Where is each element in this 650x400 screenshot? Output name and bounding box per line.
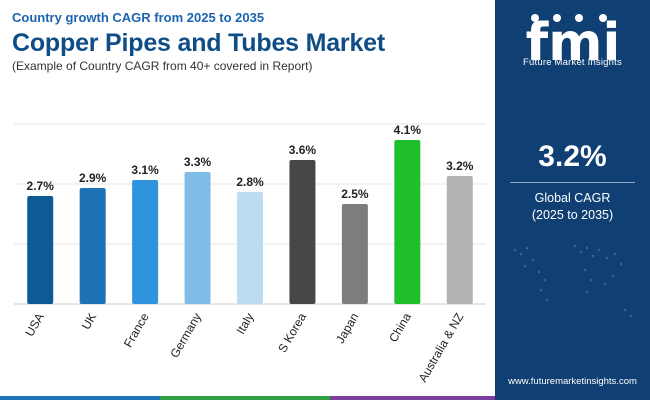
bar-japan: [341, 204, 368, 304]
data-label-s-korea: 3.6%: [289, 143, 317, 157]
fmi-logo: fmi: [526, 13, 621, 73]
data-label-japan: 2.5%: [341, 187, 369, 201]
data-label-uk: 2.9%: [79, 171, 107, 185]
svg-text:fmi: fmi: [526, 13, 621, 73]
brand-text: Future Market Insights: [523, 57, 622, 68]
data-label-germany: 3.3%: [184, 155, 212, 169]
chart-header: Country growth CAGR from 2025 to 2035 Co…: [12, 10, 385, 74]
bar-usa: [27, 196, 54, 304]
bar-france: [132, 180, 159, 304]
bar-chart-svg: 2.7% USA 2.9% UK 3.1% France 3.3% Germany 2.8% It…: [14, 123, 486, 385]
x-tick-label-italy: Italy: [233, 311, 256, 337]
world-map-graphic: [513, 244, 633, 318]
chart-note: (Example of Country CAGR from 40+ covere…: [12, 59, 313, 73]
side-panel: fmi Future Market Insights 3.2% Global C…: [495, 0, 650, 400]
x-tick-label-s-korea: S Korea: [275, 310, 309, 355]
x-tick-label-japan: Japan: [333, 311, 361, 346]
data-label-france: 3.1%: [131, 163, 159, 177]
chart-subtitle: Country growth CAGR from 2025 to 2035: [12, 10, 265, 25]
global-cagr-label: Global CAGR (2025 to 2035): [495, 190, 650, 224]
x-tick-label-france: France: [121, 310, 152, 350]
data-label-italy: 2.8%: [236, 175, 264, 189]
x-tick-label-germany: Germany: [167, 311, 204, 361]
global-cagr-label-line2: (2025 to 2035): [531, 208, 614, 222]
bar-uk: [79, 188, 106, 304]
data-label-usa: 2.7%: [27, 179, 55, 193]
bar-chart: 2.7% USA 2.9% UK 3.1% France 3.3% Germany 2.8% It…: [0, 80, 495, 400]
bar-s-korea: [289, 160, 316, 304]
x-tick-label-china: China: [386, 310, 414, 344]
data-label-china: 4.1%: [394, 123, 422, 137]
website-link[interactable]: www.futuremarketinsights.com: [508, 376, 637, 387]
x-tick-label-australia-nz: Australia & NZ: [416, 311, 467, 385]
global-cagr-label-line1: Global CAGR: [534, 191, 611, 205]
data-label-australia-nz: 3.2%: [446, 159, 474, 173]
x-tick-label-uk: UK: [79, 311, 99, 332]
panel-divider: [510, 182, 635, 183]
chart-title: Copper Pipes and Tubes Market: [12, 29, 385, 57]
x-tick-label-usa: USA: [22, 311, 46, 339]
bar-germany: [184, 172, 211, 304]
global-cagr-value: 3.2%: [538, 140, 607, 173]
bar-australia-nz: [446, 176, 473, 304]
bar-china: [394, 140, 421, 304]
bar-italy: [237, 192, 263, 304]
bottom-color-strip: [0, 396, 650, 400]
